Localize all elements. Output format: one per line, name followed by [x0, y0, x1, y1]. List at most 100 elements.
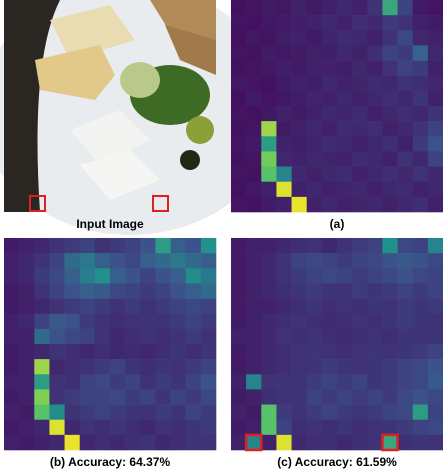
heatmap-cell [337, 197, 352, 212]
heatmap-cell [382, 45, 397, 60]
heatmap-cell [4, 268, 19, 283]
heatmap-cell [231, 253, 246, 268]
heatmap-cell [337, 15, 352, 30]
heatmap-cell [428, 91, 443, 106]
heatmap-cell [292, 359, 307, 374]
heatmap-cell [95, 299, 110, 314]
heatmap-cell [367, 359, 382, 374]
heatmap-cell [261, 389, 276, 404]
heatmap-cell [19, 329, 34, 344]
heatmap-cell [201, 253, 216, 268]
heatmap-cell [65, 420, 80, 435]
heatmap-cell [276, 359, 291, 374]
heatmap-cell [413, 167, 428, 182]
heatmap-cell [110, 314, 125, 329]
heatmap-cell [307, 197, 322, 212]
heatmap-cell [428, 121, 443, 136]
heatmap-cell [65, 268, 80, 283]
heatmap-cell [307, 76, 322, 91]
heatmap-cell [337, 136, 352, 151]
heatmap-cell [231, 182, 246, 197]
panel-caption: (c) Accuracy: 61.59% [277, 455, 397, 469]
heatmap-cell [428, 344, 443, 359]
heatmap-cell [352, 91, 367, 106]
heatmap-cell [322, 344, 337, 359]
heatmap-cell [261, 167, 276, 182]
heatmap-cell [80, 314, 95, 329]
heatmap-cell [337, 268, 352, 283]
heatmap-cell [292, 121, 307, 136]
heatmap-cell [186, 389, 201, 404]
heatmap-cell [246, 167, 261, 182]
heatmap-cell [276, 0, 291, 15]
heatmap-cell [322, 121, 337, 136]
heatmap-cell [307, 30, 322, 45]
heatmap-cell [382, 344, 397, 359]
heatmap-cell [322, 405, 337, 420]
heatmap-cell [155, 238, 170, 253]
heatmap-cell [65, 329, 80, 344]
heatmap-cell [155, 389, 170, 404]
heatmap-cell [110, 253, 125, 268]
heatmap-cell [337, 121, 352, 136]
heatmap-cell [398, 420, 413, 435]
heatmap-cell [201, 374, 216, 389]
panel-caption: Input Image [76, 217, 144, 231]
heatmap-cell [367, 329, 382, 344]
heatmap-cell [413, 197, 428, 212]
heatmap-cell [428, 374, 443, 389]
heatmap-cell [428, 61, 443, 76]
heatmap-cell [4, 435, 19, 450]
heatmap-cell [4, 344, 19, 359]
heatmap-cell [428, 30, 443, 45]
heatmap-cell [171, 435, 186, 450]
heatmap-cell [307, 389, 322, 404]
heatmap-cell [382, 314, 397, 329]
heatmap-cell [4, 374, 19, 389]
heatmap-cell [246, 268, 261, 283]
heatmap-cell [246, 45, 261, 60]
heatmap-cell [155, 344, 170, 359]
heatmap-cell [382, 30, 397, 45]
heatmap-cell [292, 344, 307, 359]
heatmap-cell [261, 61, 276, 76]
heatmap-cell [201, 283, 216, 298]
heatmap-cell [231, 420, 246, 435]
heatmap-cell [140, 329, 155, 344]
heatmap-cell [95, 314, 110, 329]
heatmap-cell [110, 238, 125, 253]
heatmap-cell [110, 299, 125, 314]
heatmap-cell [276, 15, 291, 30]
heatmap-cell [398, 121, 413, 136]
heatmap-cell [398, 151, 413, 166]
heatmap-cell [322, 0, 337, 15]
heatmap-cell [322, 314, 337, 329]
heatmap-cell [398, 167, 413, 182]
heatmap-cell [307, 344, 322, 359]
heatmap-cell [367, 420, 382, 435]
heatmap-cell [19, 253, 34, 268]
heatmap-cell [398, 405, 413, 420]
heatmap-cell [49, 344, 64, 359]
heatmap-cell [65, 344, 80, 359]
heatmap-cell [307, 182, 322, 197]
heatmap-cell [125, 238, 140, 253]
heatmap-cell [125, 314, 140, 329]
heatmap-cell [413, 45, 428, 60]
heatmap-cell [110, 405, 125, 420]
heatmap-cell [276, 435, 291, 450]
heatmap-cell [246, 30, 261, 45]
heatmap-cell [261, 76, 276, 91]
heatmap-cell [322, 91, 337, 106]
heatmap-cell [307, 329, 322, 344]
heatmap-cell [155, 314, 170, 329]
heatmap-cell [382, 359, 397, 374]
heatmap-cell [95, 238, 110, 253]
heatmap-cell [276, 61, 291, 76]
heatmap-cell [307, 0, 322, 15]
heatmap-cell [337, 151, 352, 166]
heatmap-cell [367, 15, 382, 30]
heatmap-cell [261, 314, 276, 329]
heatmap-cell [276, 283, 291, 298]
heatmap-cell [382, 76, 397, 91]
